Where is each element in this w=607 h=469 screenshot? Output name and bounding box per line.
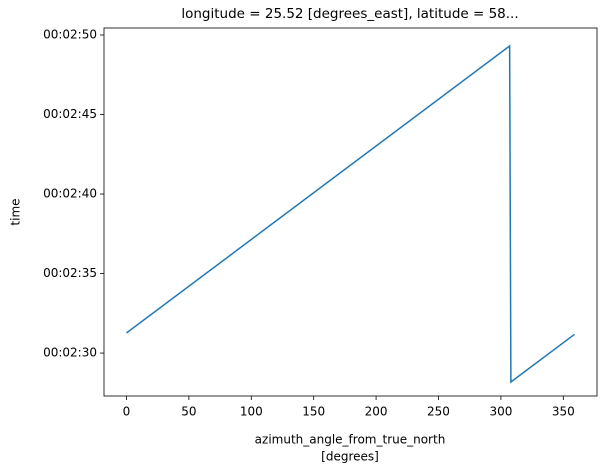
y-tick-label: 00:02:30 [43,346,97,360]
y-tick-label: 00:02:50 [43,27,97,41]
x-tick-label: 0 [123,405,131,419]
x-tick-label: 300 [489,405,512,419]
x-axis-label: azimuth_angle_from_true_north [255,433,446,447]
x-tick-label: 150 [302,405,325,419]
x-tick-label: 100 [240,405,263,419]
x-tick-label: 350 [552,405,575,419]
data-line [126,44,575,384]
y-tick-label: 00:02:40 [43,187,97,201]
y-axis-label: time [9,198,23,225]
y-tick-label: 00:02:35 [43,266,97,280]
chart-title: longitude = 25.52 [degrees_east], latitu… [181,6,518,22]
y-tick-label: 00:02:45 [43,107,97,121]
x-axis-unit: [degrees] [321,450,379,464]
x-tick-label: 50 [181,405,196,419]
x-tick-label: 250 [427,405,450,419]
plot-frame [103,27,598,397]
x-tick-label: 200 [365,405,388,419]
